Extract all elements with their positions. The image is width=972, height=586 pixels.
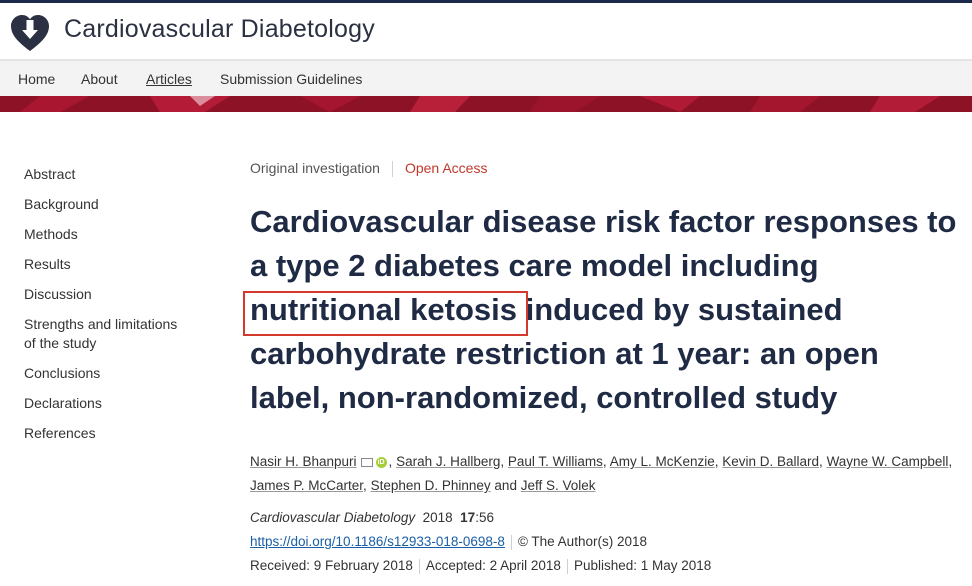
citation-article-number: :56 xyxy=(475,510,494,525)
sidebar-item-results[interactable]: Results xyxy=(24,256,71,272)
sidebar-item-methods[interactable]: Methods xyxy=(24,226,78,242)
sidebar-item-references[interactable]: References xyxy=(24,425,96,441)
author-name[interactable]: Paul T. Williams xyxy=(507,454,603,469)
highlight-box xyxy=(243,291,528,336)
nav-submission-guidelines[interactable]: Submission Guidelines xyxy=(220,71,363,87)
sidebar-item-conclusions[interactable]: Conclusions xyxy=(24,365,101,381)
title-part-2: induced by sustained carbohydrate restri… xyxy=(250,292,879,415)
doi-divider xyxy=(510,534,512,550)
author-and: and xyxy=(494,478,517,493)
sidebar-item-background[interactable]: Background xyxy=(24,196,99,212)
top-accent-line xyxy=(0,0,972,3)
dates-line: Received: 9 February 2018 Accepted: 2 Apr… xyxy=(250,554,711,578)
heart-arrow-logo-icon[interactable] xyxy=(8,11,52,55)
title-highlight: nutritional ketosis xyxy=(250,292,517,327)
mail-icon[interactable] xyxy=(360,457,373,467)
author-name[interactable]: Amy L. McKenzie xyxy=(609,454,715,469)
citation-volume: 17 xyxy=(460,510,476,525)
sidebar-item-discussion[interactable]: Discussion xyxy=(24,286,92,302)
author-name[interactable]: Sarah J. Hallberg xyxy=(396,454,501,469)
author-name[interactable]: Stephen D. Phinney xyxy=(370,478,491,493)
date-divider xyxy=(566,558,568,574)
accepted-date: Accepted: 2 April 2018 xyxy=(425,558,561,573)
journal-title[interactable]: Cardiovascular Diabetology xyxy=(64,15,375,43)
doi-link[interactable]: https://doi.org/10.1186/s12933-018-0698-… xyxy=(250,534,505,549)
author-name[interactable]: Kevin D. Ballard xyxy=(722,454,820,469)
sidebar-item-abstract[interactable]: Abstract xyxy=(24,166,76,182)
title-part-1: Cardiovascular disease risk factor respo… xyxy=(250,204,957,283)
meta-divider xyxy=(391,161,393,178)
article-sidebar: Abstract Background Methods Results Disc… xyxy=(24,165,224,454)
author-name[interactable]: Jeff S. Volek xyxy=(520,478,596,493)
date-divider xyxy=(418,558,420,574)
nav-articles[interactable]: Articles xyxy=(146,71,192,87)
citation-line: Cardiovascular Diabetology 2018 17:56 xyxy=(250,506,711,530)
nav-home[interactable]: Home xyxy=(18,71,56,87)
article-meta: Original investigation Open Access xyxy=(250,160,488,178)
author-name[interactable]: Wayne W. Campbell xyxy=(826,454,949,469)
citation-block: Cardiovascular Diabetology 2018 17:56 ht… xyxy=(250,506,711,578)
citation-journal: Cardiovascular Diabetology xyxy=(250,510,416,525)
decorative-banner xyxy=(0,96,972,112)
orcid-icon[interactable]: iD xyxy=(375,456,387,468)
author-name[interactable]: James P. McCarter xyxy=(250,478,364,493)
main-nav: Home About Articles Submission Guideline… xyxy=(0,60,972,97)
site-header: Cardiovascular Diabetology xyxy=(0,3,972,60)
open-access-label[interactable]: Open Access xyxy=(404,160,488,176)
copyright-text: © The Author(s) 2018 xyxy=(517,534,647,549)
article-title: Cardiovascular disease risk factor respo… xyxy=(250,200,965,420)
nav-about[interactable]: About xyxy=(81,71,118,87)
published-date: Published: 1 May 2018 xyxy=(573,558,712,573)
citation-year: 2018 xyxy=(422,510,453,525)
article-type[interactable]: Original investigation xyxy=(250,160,380,176)
sidebar-item-declarations[interactable]: Declarations xyxy=(24,395,102,411)
sidebar-item-strengths-limitations[interactable]: Strengths and limitations of the study xyxy=(24,316,178,351)
author-name[interactable]: Nasir H. Bhanpuri xyxy=(250,454,357,469)
received-date: Received: 9 February 2018 xyxy=(250,558,413,573)
author-list: Nasir H. Bhanpuri iD, Sarah J. Hallberg, … xyxy=(250,454,953,493)
doi-line: https://doi.org/10.1186/s12933-018-0698-… xyxy=(250,530,711,554)
